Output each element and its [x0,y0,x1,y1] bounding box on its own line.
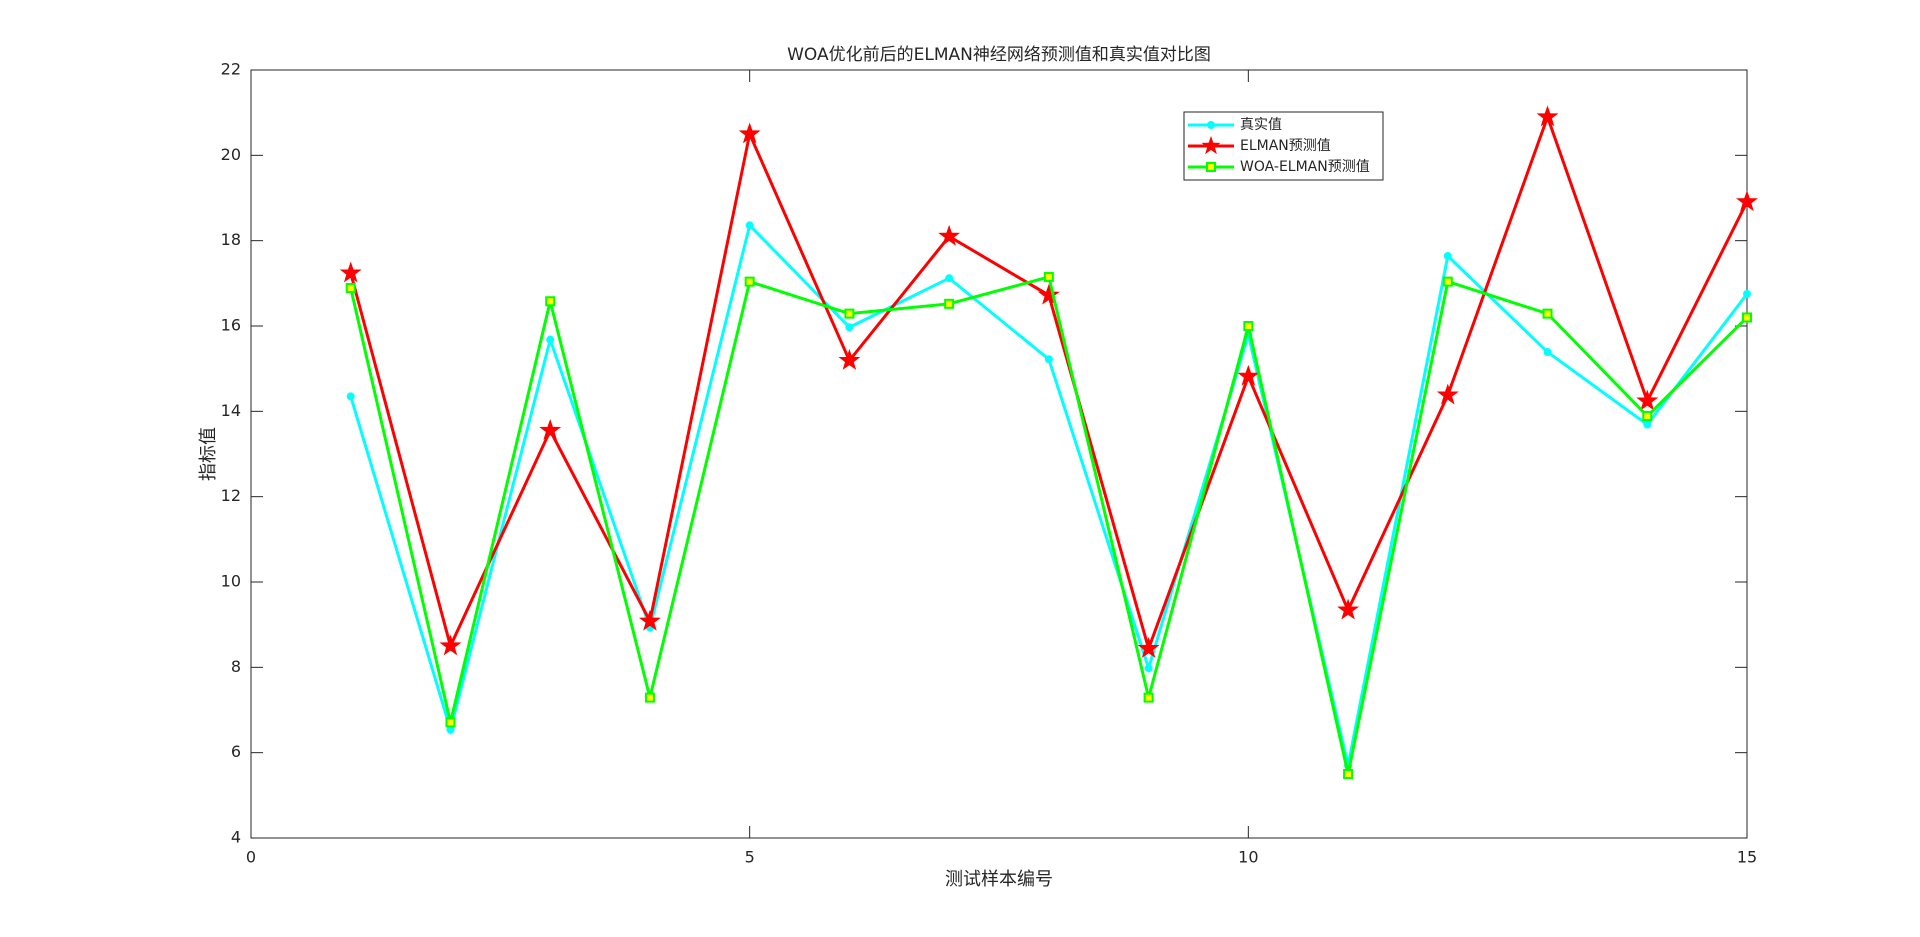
legend-marker [1201,136,1221,155]
point [346,392,355,401]
point [1237,364,1260,386]
y-tick-label: 14 [221,401,241,420]
point [1343,769,1354,779]
y-tick-label: 6 [231,742,241,761]
point [1442,276,1453,287]
point [1337,598,1360,620]
point [944,298,955,309]
x-tick-label: 5 [745,848,755,867]
y-tick-label: 10 [221,572,241,591]
point [1636,389,1659,411]
chart-title: WOA优化前后的ELMAN神经网络预测值和真实值对比图 [787,45,1211,65]
point [1043,271,1054,282]
point [638,609,661,631]
point [1243,321,1254,331]
point [644,692,655,703]
legend-marker [1206,162,1216,172]
point [339,261,362,283]
point [945,274,954,283]
point [1037,283,1060,305]
y-tick-label: 4 [231,828,241,847]
point [1642,411,1653,422]
point [1643,420,1652,429]
y-tick-label: 18 [221,230,241,249]
point [1137,637,1160,658]
x-tick-label: 10 [1238,848,1258,867]
point [1443,252,1452,261]
y-tick-label: 12 [221,486,241,505]
legend-label: WOA-ELMAN预测值 [1240,159,1370,175]
point [1536,105,1559,127]
point [845,323,854,332]
y-tick-label: 16 [221,316,241,335]
x-axis-label: 测试样本编号 [945,869,1053,890]
point [745,221,754,230]
point [446,725,455,734]
legend-label: 真实值 [1240,117,1282,133]
point [545,296,556,307]
point [546,335,555,344]
point [439,634,462,656]
point [1736,190,1758,212]
x-tick-label: 15 [1737,848,1757,867]
point [539,419,562,440]
point [938,224,961,246]
plot-area [250,69,1748,839]
y-tick-label: 20 [221,145,241,164]
legend-label: ELMAN预测值 [1240,138,1331,154]
legend-marker [1207,121,1215,129]
y-axis-label: 指标值 [198,427,219,481]
point [1143,692,1154,703]
point [744,276,755,287]
point [1436,383,1459,405]
y-tick-label: 22 [221,60,241,79]
point [838,349,861,370]
y-tick-label: 8 [231,657,241,676]
point [1742,312,1752,323]
point [1543,348,1552,357]
point [844,308,855,319]
point [345,283,356,294]
x-tick-label: 0 [246,848,256,867]
point [1144,664,1153,673]
point [1044,355,1053,364]
point [1542,308,1553,319]
point [738,122,761,144]
point [1743,290,1751,298]
point [445,717,456,728]
